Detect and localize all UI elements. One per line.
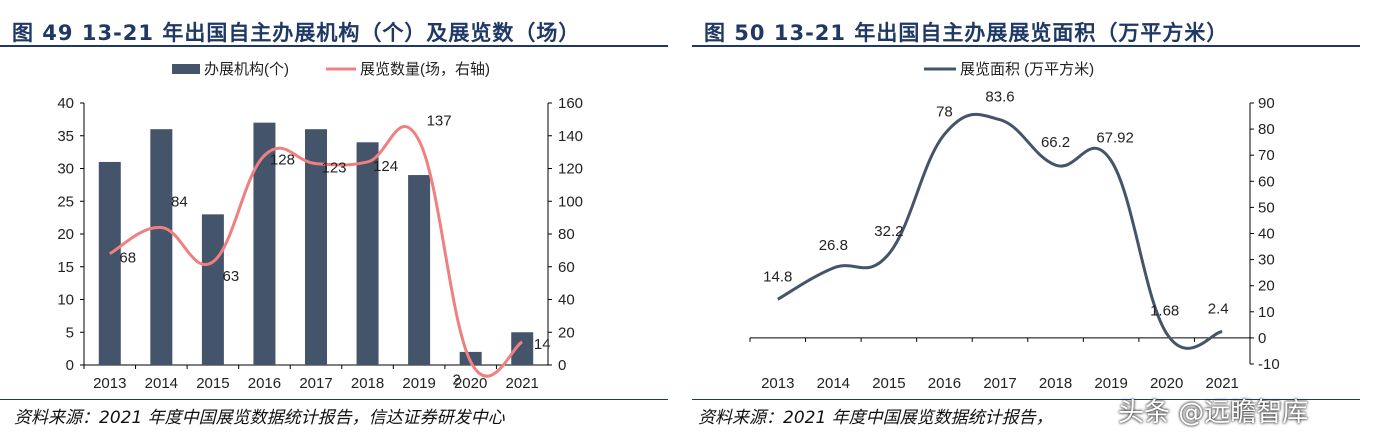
right-chart: -10 0 10 20 30 40 50 60 70 80 90 2013 2014 2015 2016 20… [749, 61, 1280, 392]
right-y-tick-label: 120 [558, 161, 583, 178]
bar-2021 [511, 332, 534, 365]
x-tick-label: 2015 [196, 375, 229, 392]
line-data-label: 123 [321, 160, 346, 177]
x-tick-label: 2019 [402, 375, 435, 392]
right-y-tick-label: 140 [558, 128, 583, 145]
bar-2015 [201, 214, 224, 365]
line-data-label: 128 [270, 151, 295, 168]
right-source-note: 资料来源：2021 年度中国展览数据统计报告， [698, 408, 1053, 428]
line-data-label: 68 [119, 250, 136, 267]
x-tick-label: 2017 [299, 375, 332, 392]
line-data-label: 66.2 [1041, 134, 1070, 151]
bar-2017 [305, 129, 327, 365]
left-source-rule [0, 399, 668, 400]
x-tick-label: 2018 [351, 375, 384, 392]
left-y-tick-label: 20 [57, 226, 74, 243]
left-y-tick-label: 15 [57, 259, 74, 276]
legend-label-bar: 办展机构(个) [204, 61, 289, 78]
x-tick-label: 2015 [872, 375, 905, 392]
y-tick-label: -10 [1258, 356, 1280, 373]
line-data-label: 14.8 [763, 268, 792, 285]
left-title-rule [0, 45, 668, 47]
y-tick-label: 30 [1258, 252, 1275, 269]
left-source-note: 资料来源：2021 年度中国展览数据统计报告，信达证券研发中心 [14, 408, 505, 428]
y-tick-label: 80 [1258, 121, 1275, 138]
y-tick-label: 10 [1258, 304, 1275, 321]
left-y-tick-label: 5 [66, 324, 74, 341]
left-y-tick-label: 35 [57, 128, 74, 145]
left-figure: 图 49 13-21 年出国自主办展机构（个）及展览数（场） 0 5 10 15 20 2… [0, 0, 668, 443]
right-y-tick-label: 20 [558, 324, 575, 341]
x-tick-label: 2013 [93, 375, 126, 392]
right-y-tick-label: 80 [558, 226, 575, 243]
x-tick-label: 2019 [1094, 375, 1127, 392]
x-tick-label: 2021 [1206, 375, 1239, 392]
x-tick-label: 2017 [983, 375, 1016, 392]
y-tick-label: 40 [1258, 226, 1275, 243]
right-source-rule [692, 399, 1360, 400]
line-data-label: 1.68 [1150, 303, 1179, 320]
y-tick-label: 50 [1258, 199, 1275, 216]
line-data-label: 63 [223, 268, 240, 285]
right-figure-title: 图 50 13-21 年出国自主办展展览面积（万平方米） [704, 21, 1229, 45]
x-tick-label: 2013 [761, 375, 794, 392]
x-tick-label: 2016 [248, 375, 281, 392]
line-data-label: 67.92 [1096, 130, 1134, 147]
bar-2018 [356, 142, 379, 365]
line-data-label: 2.4 [1208, 301, 1229, 318]
right-y-tick-label: 60 [558, 259, 575, 276]
left-chart: 0 5 10 15 20 25 30 35 40 0 20 40 60 80 100 120 140 160 201… [57, 61, 583, 392]
right-figure: 图 50 13-21 年出国自主办展展览面积（万平方米） -10 0 10 20 30 4… [692, 0, 1384, 443]
bar-2019 [408, 175, 431, 365]
right-title-rule [692, 45, 1360, 47]
y-tick-label: 20 [1258, 278, 1275, 295]
line-series-exhibitions [109, 125, 524, 378]
line-data-label: 2 [452, 372, 460, 389]
line-data-label: 83.6 [985, 89, 1014, 106]
right-y-tick-label: 0 [558, 357, 566, 374]
line-data-label: 124 [373, 158, 398, 175]
x-tick-label: 2016 [928, 375, 961, 392]
left-y-tick-label: 10 [57, 292, 74, 309]
legend-label-line: 展览数量(场，右轴) [360, 61, 490, 78]
left-figure-title: 图 49 13-21 年出国自主办展机构（个）及展览数（场） [12, 21, 581, 45]
bar-2016 [253, 122, 276, 366]
line-data-label: 84 [171, 193, 188, 210]
bar-2014 [150, 129, 173, 365]
x-tick-label: 2014 [145, 375, 178, 392]
line-data-label: 14 [534, 336, 551, 353]
line-series-area [777, 112, 1223, 350]
y-tick-label: 60 [1258, 173, 1275, 190]
y-tick-label: 70 [1258, 147, 1275, 164]
left-y-tick-label: 25 [57, 193, 74, 210]
watermark: 头条 @远瞻智库 [1118, 398, 1309, 428]
line-data-label: 32.2 [874, 223, 903, 240]
y-tick-label: 0 [1258, 330, 1266, 347]
left-y-tick-label: 0 [66, 357, 74, 374]
line-data-label: 26.8 [819, 237, 848, 254]
legend-swatch-bar [172, 64, 200, 74]
y-tick-label: 90 [1258, 95, 1275, 112]
line-data-label: 137 [427, 113, 452, 130]
right-y-tick-label: 40 [558, 292, 575, 309]
x-tick-label: 2014 [817, 375, 850, 392]
x-tick-label: 2020 [1150, 375, 1183, 392]
x-tick-label: 2020 [454, 375, 487, 392]
line-data-label: 78 [936, 103, 953, 120]
x-tick-label: 2018 [1039, 375, 1072, 392]
left-y-tick-label: 30 [57, 161, 74, 178]
x-tick-label: 2021 [506, 375, 539, 392]
legend-label-line: 展览面积 (万平方米) [960, 61, 1094, 78]
right-y-tick-label: 100 [558, 193, 583, 210]
right-y-tick-label: 160 [558, 95, 583, 112]
bar-2013 [98, 161, 121, 365]
left-y-tick-label: 40 [57, 95, 74, 112]
